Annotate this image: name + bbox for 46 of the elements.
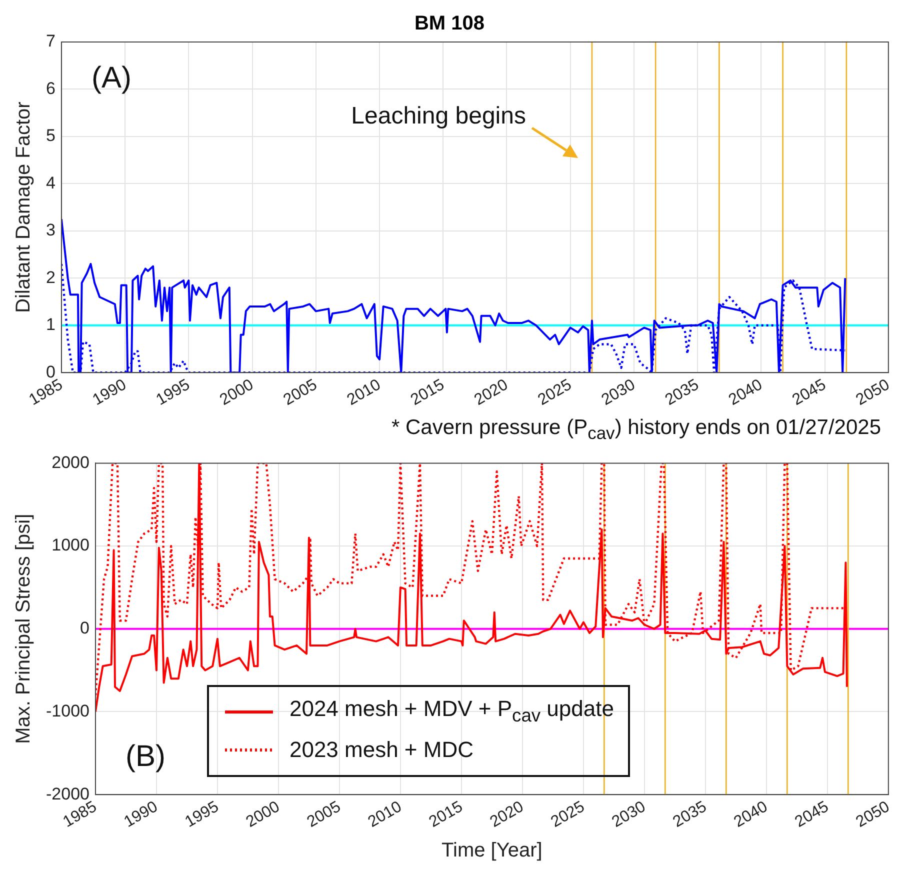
x-axis-title: Time [Year]	[442, 840, 542, 862]
x-tick-label: 2005	[304, 798, 344, 831]
x-tick-label: 2005	[280, 376, 320, 409]
y-tick-label: 1000	[52, 536, 90, 555]
x-tick-label: 2015	[426, 798, 466, 831]
x-tick-label: 2010	[365, 798, 405, 831]
x-tick-label: 2030	[598, 376, 638, 409]
y-tick-label: 1	[46, 315, 56, 334]
y-tick-label: 2	[46, 268, 56, 287]
y-tick-label: 5	[46, 126, 56, 146]
x-tick-label: 2020	[472, 376, 512, 409]
legend-label: 2023 mesh + MDC	[289, 736, 474, 763]
chart-title: BM 108	[414, 12, 485, 35]
x-tick-label: 2035	[670, 798, 710, 831]
y-axis-title: Dilatant Damage Factor	[12, 101, 35, 313]
x-tick-label: 2045	[792, 798, 832, 831]
y-axis-title: Max. Principal Stress [psi]	[12, 514, 35, 744]
x-tick-label: 2040	[731, 798, 771, 831]
x-tick-label: 2040	[726, 376, 766, 409]
y-tick-label: 4	[46, 173, 56, 192]
x-tick-label: 2025	[548, 798, 588, 831]
x-tick-label: 2050	[853, 376, 893, 409]
y-tick-label: 3	[46, 220, 56, 240]
annotation: Leaching begins	[351, 102, 526, 130]
annotation: (A)	[91, 61, 132, 94]
x-tick-label: 1995	[182, 798, 222, 831]
x-tick-label: 2020	[487, 798, 527, 831]
x-tick-label: 2010	[344, 376, 384, 409]
y-tick-label: -1000	[46, 701, 90, 720]
x-tick-label: 1990	[90, 376, 130, 409]
x-tick-label: 1990	[121, 798, 161, 831]
x-tick-label: 2015	[408, 376, 448, 409]
y-tick-label: 7	[46, 32, 56, 51]
x-tick-label: 2050	[853, 798, 893, 831]
y-tick-label: 6	[46, 78, 56, 98]
annotation: (B)	[125, 740, 166, 773]
y-tick-label: 2000	[52, 452, 90, 472]
x-tick-label: 2000	[217, 376, 257, 409]
x-tick-label: 2035	[662, 376, 702, 409]
text: * Cavern pressure (P$_{cav}$) history ends on 01/27/2025	[390, 415, 882, 446]
x-tick-label: 2000	[243, 798, 283, 831]
x-tick-label: 2025	[535, 376, 575, 409]
x-tick-label: 2045	[790, 376, 830, 409]
x-tick-label: 2030	[609, 798, 649, 831]
x-tick-label: 1995	[154, 376, 193, 409]
y-tick-label: 0	[80, 618, 90, 638]
